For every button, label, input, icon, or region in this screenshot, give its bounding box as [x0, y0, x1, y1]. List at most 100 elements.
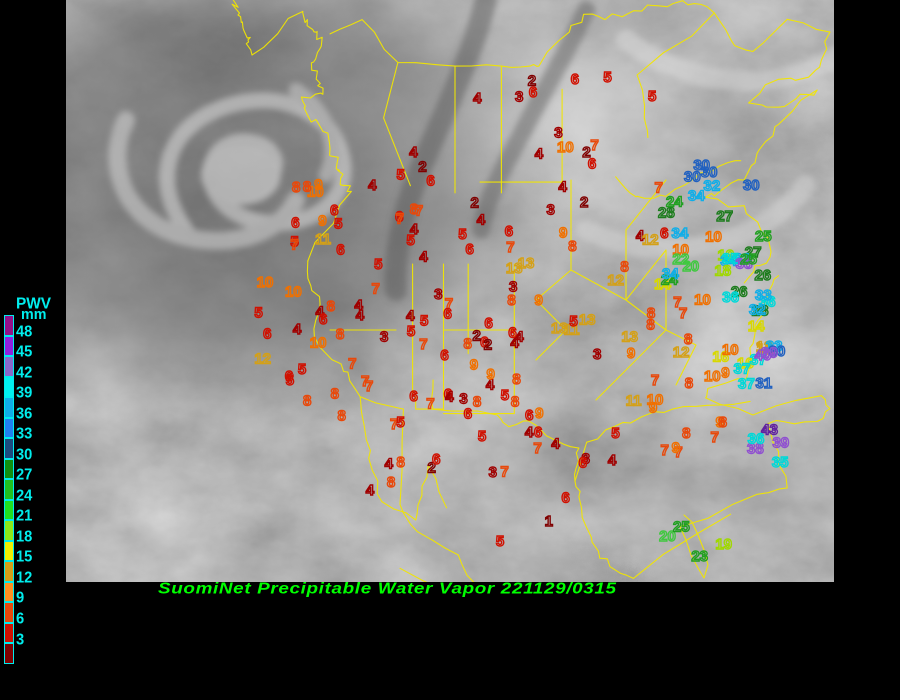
svg-text:5: 5 — [396, 414, 404, 431]
svg-text:36: 36 — [722, 289, 739, 306]
svg-text:5: 5 — [501, 387, 509, 404]
svg-text:4: 4 — [406, 307, 415, 324]
svg-text:4: 4 — [385, 456, 394, 473]
svg-text:7: 7 — [348, 356, 356, 373]
svg-text:5: 5 — [496, 533, 504, 550]
svg-text:5: 5 — [569, 313, 577, 330]
svg-text:4: 4 — [608, 452, 617, 469]
svg-text:9: 9 — [559, 225, 567, 242]
svg-text:8: 8 — [292, 179, 300, 196]
svg-text:39: 39 — [761, 344, 778, 361]
svg-text:6: 6 — [330, 202, 338, 219]
svg-text:10: 10 — [285, 284, 302, 301]
svg-text:25: 25 — [673, 519, 690, 536]
svg-text:8: 8 — [397, 454, 405, 471]
svg-text:3: 3 — [515, 89, 523, 106]
svg-text:7: 7 — [290, 236, 298, 253]
svg-text:2: 2 — [580, 194, 588, 211]
svg-text:7: 7 — [661, 442, 669, 459]
svg-text:10: 10 — [257, 274, 274, 291]
svg-text:8: 8 — [511, 394, 519, 411]
svg-text:37: 37 — [738, 376, 755, 393]
svg-text:36: 36 — [748, 430, 765, 447]
svg-text:6: 6 — [263, 326, 271, 343]
svg-text:8: 8 — [568, 238, 576, 255]
svg-text:13: 13 — [621, 329, 638, 346]
svg-text:6: 6 — [579, 455, 587, 472]
svg-text:3: 3 — [547, 202, 555, 219]
svg-text:4: 4 — [366, 482, 375, 499]
svg-text:5: 5 — [254, 305, 262, 322]
svg-text:4: 4 — [409, 144, 418, 161]
svg-text:4: 4 — [477, 212, 486, 229]
svg-text:14: 14 — [748, 318, 765, 335]
svg-text:1: 1 — [545, 513, 553, 530]
svg-text:33: 33 — [755, 287, 772, 304]
svg-text:7: 7 — [651, 372, 659, 389]
svg-text:30: 30 — [684, 169, 701, 186]
svg-text:3: 3 — [509, 278, 517, 295]
svg-text:9: 9 — [535, 292, 543, 309]
svg-text:9: 9 — [672, 440, 680, 457]
svg-text:6: 6 — [285, 368, 293, 385]
svg-text:19: 19 — [715, 536, 732, 553]
svg-text:6: 6 — [571, 71, 579, 88]
svg-text:7: 7 — [426, 395, 434, 412]
svg-text:8: 8 — [719, 414, 727, 431]
svg-text:5: 5 — [603, 69, 611, 86]
svg-text:8: 8 — [303, 393, 311, 410]
svg-text:8: 8 — [682, 425, 690, 442]
svg-text:3: 3 — [459, 390, 467, 407]
svg-text:12: 12 — [642, 231, 659, 248]
svg-text:10: 10 — [694, 291, 711, 308]
svg-text:12: 12 — [673, 344, 690, 361]
svg-text:7: 7 — [679, 305, 687, 322]
svg-text:4: 4 — [535, 146, 544, 163]
svg-text:7: 7 — [396, 211, 404, 228]
svg-text:7: 7 — [533, 440, 541, 457]
svg-text:10: 10 — [704, 368, 721, 385]
svg-text:6: 6 — [525, 407, 533, 424]
svg-text:10: 10 — [705, 229, 722, 246]
svg-text:32: 32 — [704, 178, 721, 195]
svg-text:10: 10 — [647, 392, 664, 409]
svg-text:10: 10 — [310, 335, 327, 352]
svg-text:7: 7 — [655, 179, 663, 196]
svg-text:12: 12 — [254, 350, 271, 367]
svg-text:7: 7 — [419, 336, 427, 353]
svg-text:9: 9 — [535, 405, 543, 422]
svg-text:8: 8 — [647, 305, 655, 322]
svg-text:12: 12 — [607, 272, 624, 289]
svg-text:10: 10 — [722, 341, 739, 358]
svg-text:34: 34 — [672, 225, 689, 242]
svg-text:23: 23 — [691, 548, 708, 565]
svg-text:9: 9 — [314, 176, 322, 193]
svg-text:11: 11 — [315, 231, 331, 248]
svg-text:5: 5 — [298, 361, 306, 378]
svg-text:31: 31 — [755, 375, 772, 392]
svg-text:26: 26 — [754, 267, 771, 284]
svg-text:4: 4 — [293, 321, 302, 338]
svg-text:2: 2 — [471, 195, 479, 212]
svg-text:8: 8 — [338, 408, 346, 425]
svg-text:6: 6 — [319, 311, 327, 328]
svg-text:6: 6 — [291, 214, 299, 231]
svg-text:9: 9 — [721, 365, 729, 382]
svg-text:2: 2 — [418, 158, 426, 175]
svg-text:35: 35 — [772, 454, 789, 471]
svg-text:5: 5 — [458, 226, 466, 243]
svg-text:6: 6 — [444, 306, 452, 323]
svg-text:5: 5 — [648, 88, 656, 105]
svg-text:6: 6 — [529, 84, 537, 101]
svg-text:9: 9 — [318, 213, 326, 230]
svg-text:34: 34 — [662, 266, 679, 283]
svg-text:4: 4 — [551, 436, 560, 453]
svg-text:3: 3 — [489, 464, 497, 481]
svg-text:3: 3 — [434, 286, 442, 303]
svg-text:6: 6 — [505, 223, 513, 240]
svg-text:4: 4 — [368, 177, 377, 194]
svg-text:9: 9 — [487, 366, 495, 383]
svg-text:8: 8 — [387, 474, 395, 491]
svg-text:6: 6 — [427, 173, 435, 190]
svg-text:8: 8 — [512, 371, 520, 388]
